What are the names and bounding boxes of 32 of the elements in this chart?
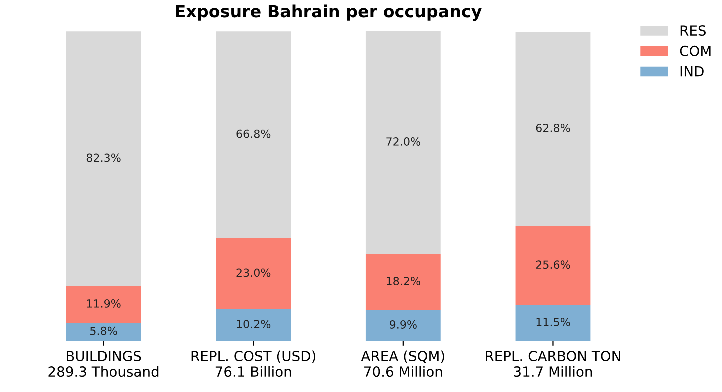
data-label: 72.0% [386,138,420,146]
data-label: 9.9% [390,320,417,329]
bar [516,226,591,306]
data-label: 62.8% [536,124,570,132]
data-label: 25.6% [536,260,570,270]
bar [216,238,292,310]
bar [516,32,591,226]
bar [66,286,142,324]
legend-label: IND [680,66,704,77]
x-tick-label: REPL. COST (USD) 76.1 Billion [192,350,316,378]
x-tick-label: REPL. CARBON TON 31.7 Million [486,351,620,378]
data-label: 23.0% [236,268,271,278]
bar [66,32,142,286]
data-label: 82.3% [86,154,121,162]
bar [366,254,441,310]
legend-label: RES [680,26,706,36]
data-label: 66.8% [236,130,271,138]
bar [216,32,292,238]
data-label: 5.8% [90,326,118,336]
chart-title: Exposure Bahrain per occupancy [176,4,482,22]
data-label: 11.5% [536,318,570,326]
data-label: 18.2% [386,277,420,286]
bar [516,305,591,342]
x-tick-label: BUILDINGS 289.3 Thousand [48,351,159,378]
data-label: 11.9% [87,300,121,308]
bar [66,323,142,342]
legend-label: COM [680,46,711,56]
bar [216,309,292,342]
data-label: 10.2% [237,320,271,328]
bar [366,310,441,342]
bar [366,31,441,254]
x-tick-label: AREA (SQM) 70.6 Million [361,350,444,378]
